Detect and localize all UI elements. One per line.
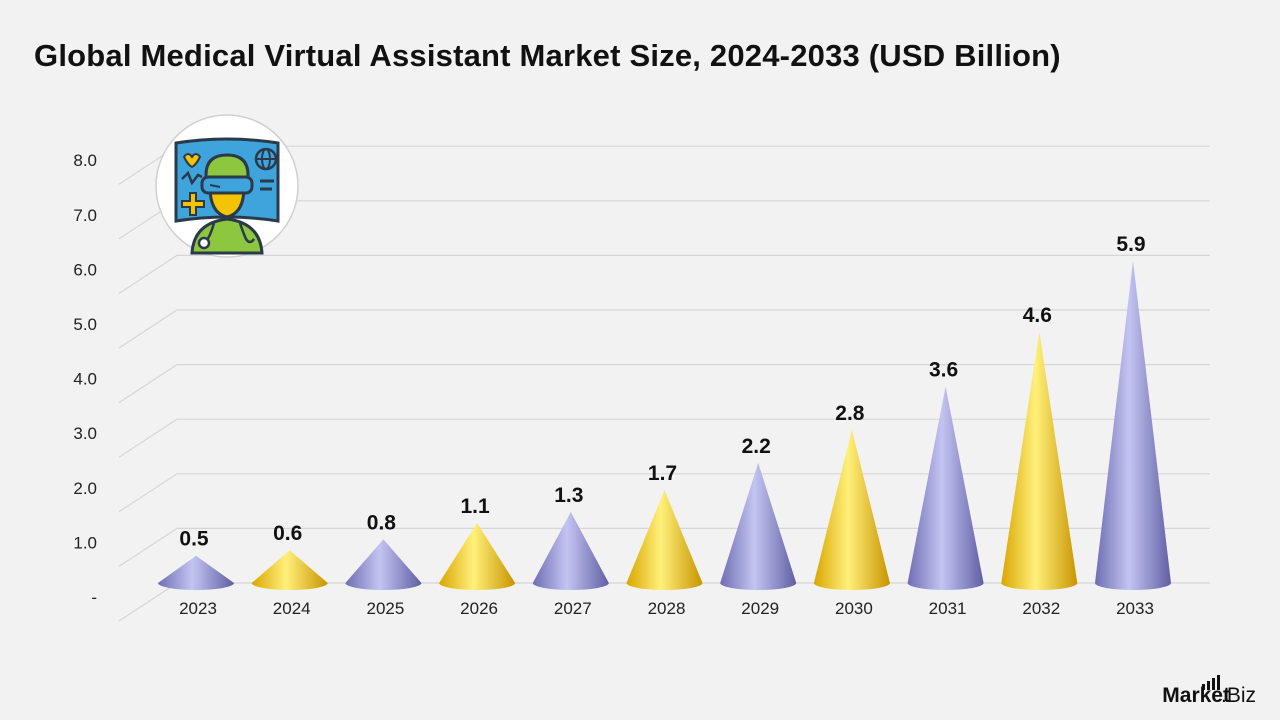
- x-category-label: 2031: [929, 599, 967, 618]
- grid-layer: [118, 145, 1210, 622]
- y-axis-ticks: - 1.0 2.0 3.0 4.0 5.0 6.0 7.0 8.0: [73, 151, 97, 607]
- value-label: 2.8: [835, 402, 865, 425]
- value-label: 0.5: [179, 528, 209, 551]
- cone-body: [1095, 260, 1171, 590]
- brand-logo: Market .Biz: [1162, 675, 1256, 708]
- chart-title: Global Medical Virtual Assistant Market …: [34, 38, 1061, 73]
- y-tick-label: 7.0: [73, 206, 97, 225]
- gridline: [118, 309, 1210, 349]
- cone-bar: [158, 555, 234, 590]
- cone-bar: [439, 522, 516, 590]
- y-tick-label: 8.0: [73, 151, 97, 170]
- medical-virtual-assistant-icon: [154, 113, 300, 259]
- y-tick-label: 1.0: [73, 533, 97, 552]
- value-label: 0.6: [273, 522, 302, 545]
- cone-body: [907, 386, 984, 591]
- x-category-label: 2033: [1116, 599, 1154, 618]
- x-category-label: 2032: [1022, 599, 1060, 618]
- logo-bars-icon: [1201, 675, 1220, 690]
- value-label: 4.6: [1023, 304, 1052, 327]
- value-label: 2.2: [742, 435, 771, 458]
- cone-bar: [813, 430, 890, 591]
- logo-text-light: .Biz: [1220, 684, 1256, 707]
- y-tick-label: -: [91, 588, 97, 607]
- cone-body: [345, 539, 422, 591]
- value-label: 5.9: [1116, 233, 1145, 256]
- cone-bar: [345, 539, 422, 591]
- cone-body: [251, 550, 328, 590]
- cone-body: [1001, 331, 1078, 590]
- x-category-label: 2027: [554, 599, 592, 618]
- gridline: [118, 418, 1210, 458]
- value-label: 0.8: [367, 511, 397, 534]
- cone-bar: [626, 490, 703, 591]
- cone-bar: [532, 512, 609, 591]
- cone-bar: [1095, 260, 1171, 590]
- bars: [158, 260, 1171, 591]
- value-label: 1.7: [648, 462, 677, 485]
- gridline: [118, 473, 1210, 513]
- value-labels: 0.5 0.6 0.8 1.1 1.3 1.7 2.2 2.8 3.6 4.6 5.9: [179, 233, 1145, 551]
- cone-body: [626, 490, 703, 591]
- value-label: 3.6: [929, 358, 958, 381]
- x-category-label: 2028: [648, 599, 686, 618]
- cone-body: [158, 555, 234, 590]
- x-category-label: 2026: [460, 599, 498, 618]
- value-label: 1.3: [554, 484, 583, 507]
- x-category-label: 2030: [835, 599, 873, 618]
- y-tick-label: 5.0: [73, 315, 97, 334]
- x-category-label: 2029: [741, 599, 779, 618]
- y-tick-label: 3.0: [73, 424, 97, 443]
- cone-body: [532, 512, 609, 591]
- y-tick-label: 4.0: [73, 370, 97, 389]
- gridline: [118, 254, 1210, 294]
- y-tick-label: 2.0: [73, 479, 97, 498]
- cone-bar: [907, 386, 984, 591]
- x-category-label: 2023: [179, 599, 217, 618]
- cone-bar: [1001, 331, 1078, 590]
- value-label: 1.1: [460, 495, 490, 518]
- cone-body: [439, 522, 516, 590]
- x-category-label: 2025: [366, 599, 404, 618]
- cone-body: [813, 430, 890, 591]
- cone-bar: [720, 462, 797, 591]
- cone-body: [720, 462, 797, 591]
- x-category-label: 2024: [273, 599, 311, 618]
- cone-bar: [251, 550, 328, 590]
- gridline: [118, 364, 1210, 404]
- x-axis-categories: 2023 2024 2025 2026 2027 2028 2029 2030 2031 2032…: [179, 599, 1154, 618]
- y-tick-label: 6.0: [73, 260, 97, 279]
